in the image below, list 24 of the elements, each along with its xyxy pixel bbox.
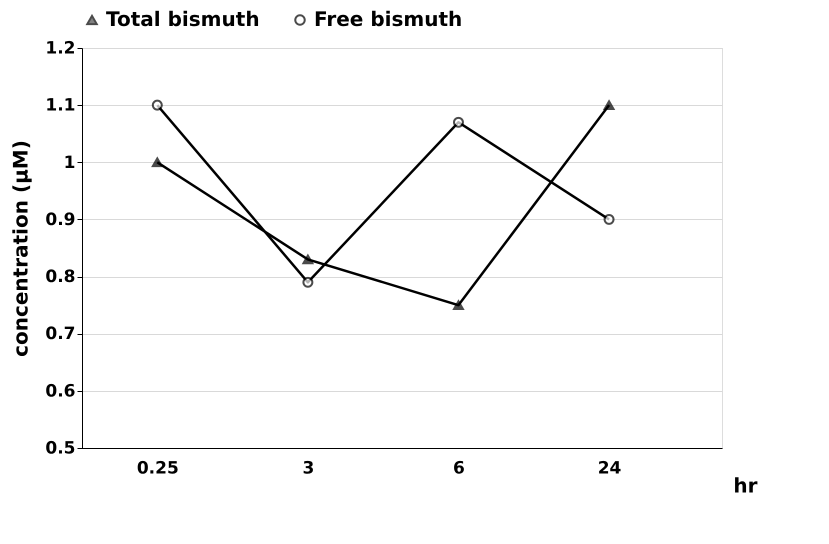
x-tick-label: 24 (598, 458, 622, 478)
point (604, 214, 615, 225)
x-axis-title: hr (733, 474, 758, 498)
x-tick-label: 0.25 (136, 458, 179, 478)
y-tick-label: 0.6 (45, 381, 76, 402)
y-tick-label: 1.2 (45, 38, 76, 58)
point (453, 116, 464, 128)
legend-label: Total bismuth (106, 7, 260, 31)
y-tick-label: 1 (64, 152, 76, 173)
point (302, 276, 314, 288)
x-tick-label: 6 (453, 458, 465, 478)
point (604, 100, 615, 110)
y-tick-label: 0.5 (45, 438, 76, 458)
y-tick-label: 0.7 (45, 324, 76, 344)
y-tick-label: 0.8 (45, 267, 76, 288)
point (453, 300, 464, 310)
point (152, 157, 163, 168)
y-tick-label: 0.9 (45, 210, 76, 230)
point (302, 254, 314, 264)
legend-label: Free bismuth (314, 7, 462, 31)
point (152, 100, 163, 111)
y-axis-title: concentration (μM) (8, 140, 32, 357)
x-tick-label: 3 (302, 458, 314, 478)
y-tick-label: 1.1 (45, 96, 76, 116)
